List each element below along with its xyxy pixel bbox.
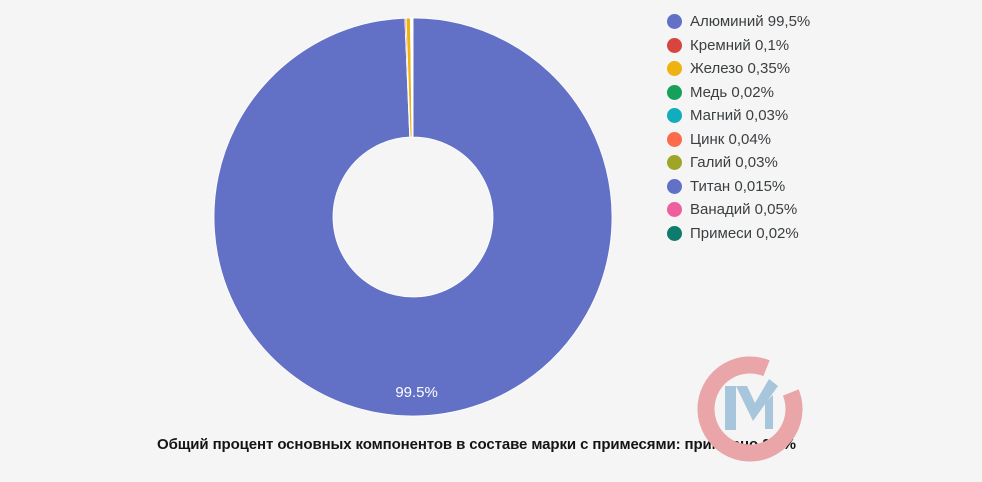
legend-item[interactable]: Магний 0,03% — [667, 104, 810, 128]
legend-item[interactable]: Кремний 0,1% — [667, 34, 810, 58]
logo-c-shape — [697, 356, 803, 462]
legend-label: Примеси 0,02% — [690, 224, 799, 242]
legend-item[interactable]: Медь 0,02% — [667, 81, 810, 105]
legend-item[interactable]: Цинк 0,04% — [667, 128, 810, 152]
legend-item[interactable]: Ванадий 0,05% — [667, 198, 810, 222]
logo-m-left-bar-shape — [725, 386, 736, 430]
chart-caption: Общий процент основных компонентов в сос… — [157, 436, 796, 453]
legend-label: Галий 0,03% — [690, 154, 778, 172]
legend-marker-icon — [667, 61, 682, 77]
legend-marker-icon — [667, 202, 682, 218]
legend-marker-icon — [667, 108, 682, 124]
legend-marker-icon — [667, 37, 682, 53]
legend-item[interactable]: Железо 0,35% — [667, 57, 810, 81]
donut-chart: 99.5% — [213, 17, 613, 417]
legend-item[interactable]: Алюминий 99,5% — [667, 10, 810, 34]
legend-label: Цинк 0,04% — [690, 130, 772, 148]
logo-m-check-shape — [736, 379, 778, 421]
logo-m-group — [725, 379, 778, 430]
legend-label: Медь 0,02% — [690, 83, 774, 101]
legend-label: Алюминий 99,5% — [690, 13, 811, 31]
legend-item[interactable]: Титан 0,015% — [667, 175, 810, 199]
legend-label: Железо 0,35% — [690, 60, 791, 78]
legend-label: Титан 0,015% — [690, 177, 786, 195]
cm-logo-watermark — [697, 356, 803, 462]
legend-marker-icon — [667, 131, 682, 147]
legend-marker-icon — [667, 84, 682, 100]
legend-label: Магний 0,03% — [690, 107, 789, 125]
legend-marker-icon — [667, 14, 682, 30]
legend-item[interactable]: Примеси 0,02% — [667, 222, 810, 246]
legend-label: Кремний 0,1% — [690, 36, 790, 54]
legend-marker-icon — [667, 178, 682, 194]
legend-label: Ванадий 0,05% — [690, 201, 798, 219]
legend-marker-icon — [667, 155, 682, 171]
donut-data-label: 99.5% — [395, 384, 438, 401]
logo-m-right-bar-shape — [765, 395, 773, 429]
legend-marker-icon — [667, 225, 682, 241]
chart-legend: Алюминий 99,5% Кремний 0,1% Железо 0,35% Ме… — [667, 10, 810, 245]
legend-item[interactable]: Галий 0,03% — [667, 151, 810, 175]
donut-slice-1[interactable] — [213, 17, 613, 417]
